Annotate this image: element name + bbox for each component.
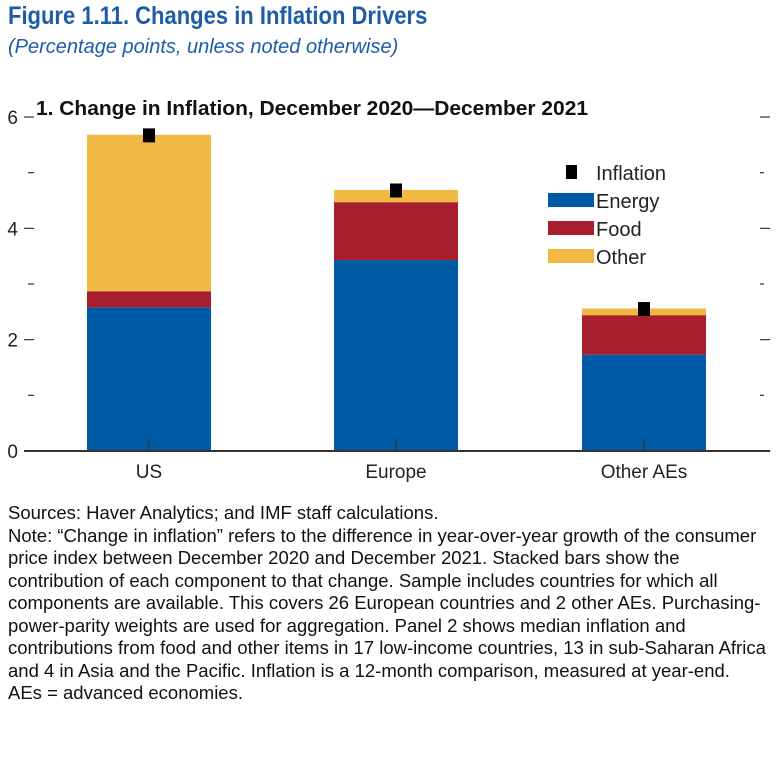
legend-label-inflation: Inflation <box>596 163 666 185</box>
bar-food <box>87 291 211 308</box>
legend-swatch-energy <box>548 193 594 207</box>
abbrev-text: AEs = advanced economies. <box>8 682 243 703</box>
legend-label-energy: Energy <box>596 191 659 213</box>
note-text: Note: “Change in inflation” refers to th… <box>8 524 766 681</box>
y-tick-label: 6 <box>7 108 18 129</box>
inflation-marker <box>143 128 155 143</box>
notes: Sources: Haver Analytics; and IMF staff … <box>8 502 778 705</box>
x-tick-label: Other AEs <box>601 462 688 483</box>
bar-other <box>87 134 211 292</box>
y-tick-label: 0 <box>7 442 18 463</box>
chart-title: 1. Change in Inflation, December 2020—De… <box>36 98 588 120</box>
y-tick-label: 2 <box>7 331 18 352</box>
figure-subtitle: (Percentage points, unless noted otherwi… <box>8 36 399 58</box>
bar-food <box>582 315 706 355</box>
inflation-marker <box>390 183 402 198</box>
legend-swatch-food <box>548 221 594 235</box>
bar-energy <box>87 307 211 451</box>
y-tick-label: 4 <box>7 219 18 240</box>
legend-label-other: Other <box>596 247 646 269</box>
legend-label-food: Food <box>596 219 642 241</box>
bar-food <box>334 202 458 261</box>
bar-energy <box>582 354 706 451</box>
x-tick-label: Europe <box>365 462 426 483</box>
bar-energy <box>334 260 458 451</box>
figure-title: Figure 1.11. Changes in Inflation Driver… <box>8 2 428 30</box>
x-tick-label: US <box>136 462 162 483</box>
sources-text: Sources: Haver Analytics; and IMF staff … <box>8 502 439 523</box>
inflation-marker <box>638 302 650 317</box>
stacked-bar-chart: 1. Change in Inflation, December 2020—De… <box>7 98 770 483</box>
legend-swatch-other <box>548 249 594 263</box>
legend-swatch-inflation <box>566 165 577 179</box>
